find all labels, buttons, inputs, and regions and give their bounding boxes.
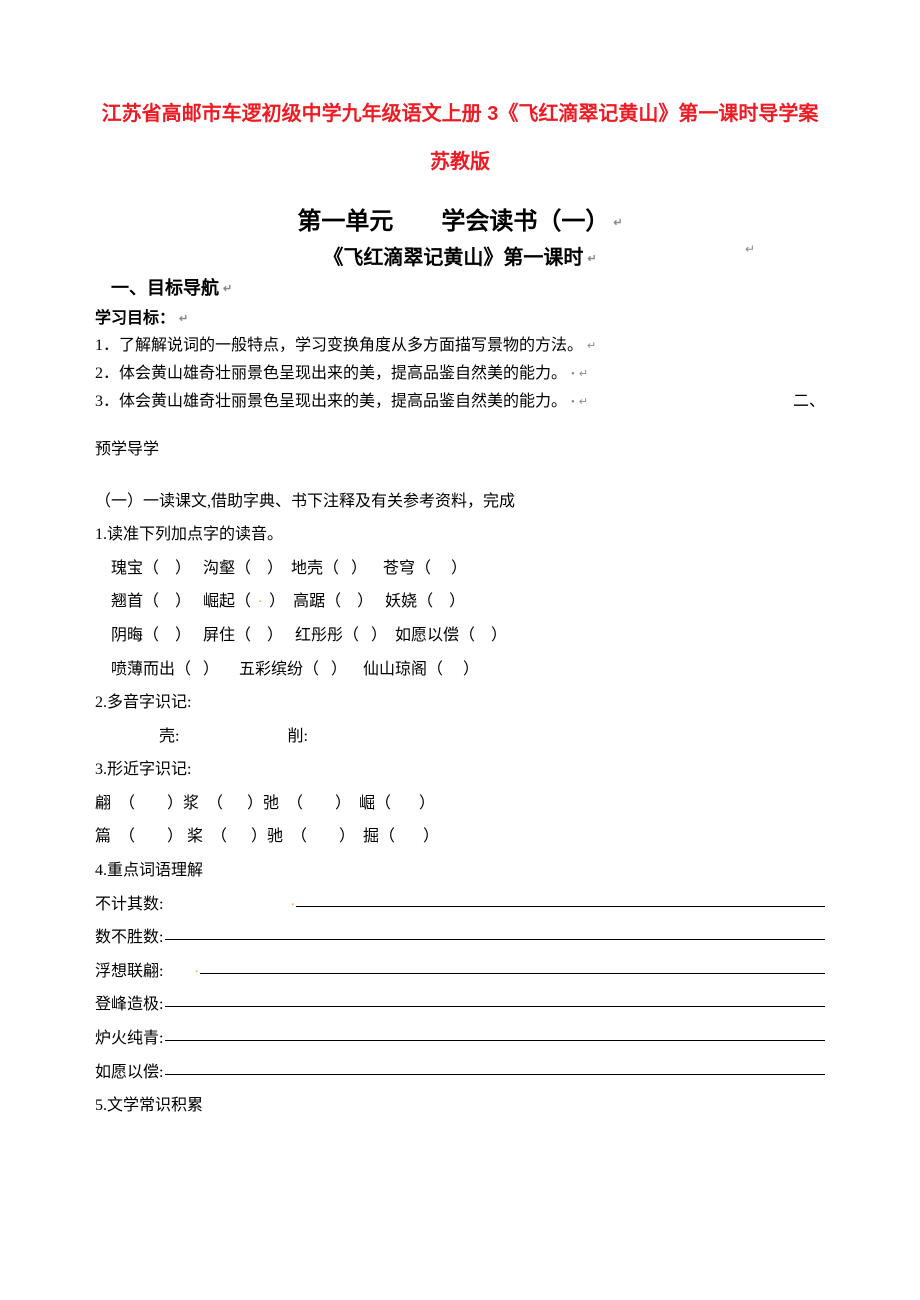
orange-dot-icon: ▪ [195, 966, 197, 979]
q4-term-6: 如愿以偿: [95, 1056, 825, 1090]
objectives-label: 学习目标： ↵ [95, 305, 825, 332]
vocab-term-text: 炉火纯青: [95, 1022, 163, 1056]
return-mark-icon: ↵ [579, 368, 588, 380]
section-1-heading: 一、目标导航 ↵ [95, 271, 825, 305]
document-title: 江苏省高邮市车逻初级中学九年级语文上册 3《飞红滴翠记黄山》第一课时导学案 苏教… [95, 90, 825, 186]
bullet-mark-icon: • [571, 368, 575, 380]
orange-dot-icon: ▪ [291, 899, 293, 912]
vocab-term-text: 数不胜数: [95, 921, 163, 955]
objective-item-1: 1．了解解说词的一般特点，学习变换角度从多方面描写景物的方法。 ↵ [95, 332, 825, 359]
q2-row: 壳: 削: [95, 720, 825, 754]
section-2-heading: 预学导学 [95, 433, 825, 467]
underline-fill [165, 1058, 825, 1075]
vocab-term-text: 不计其数: ▪ [95, 888, 294, 922]
q4-term-5: 炉火纯青: [95, 1022, 825, 1056]
objectives-label-text: 学习目标： [95, 310, 175, 327]
return-mark-icon: ↵ [587, 340, 596, 352]
q1-row-3: 阴晦（ ） 屏住（ ） 红彤彤（ ） 如愿以偿（ ） [95, 619, 825, 653]
return-mark-icon: ↵ [579, 396, 588, 408]
q1-heading: 1.读准下列加点字的读音。 [95, 518, 825, 552]
q4-term-2: 数不胜数: [95, 921, 825, 955]
underline-fill [165, 1024, 825, 1041]
q1-row-4: 喷薄而出（ ） 五彩缤纷（ ） 仙山琼阁（ ） [95, 653, 825, 687]
objective-item-2: 2．体会黄山雄奇壮丽景色呈现出来的美，提高品鉴自然美的能力。 • ↵ [95, 360, 825, 387]
q1-row-2: 翘首（ ） 崛起（ ▪ ） 高踞（ ） 妖娆（ ） [95, 585, 825, 619]
unit-title-text: 第一单元 学会读书（一） [297, 209, 609, 235]
q5-heading: 5.文学常识积累 [95, 1089, 825, 1123]
underline-fill [165, 990, 825, 1007]
return-mark-icon: ↵ [223, 283, 232, 295]
return-mark-icon: ↵ [179, 313, 188, 325]
objective-item-3: 3．体会黄山雄奇壮丽景色呈现出来的美，提高品鉴自然美的能力。 • ↵ [95, 388, 588, 415]
section-1-heading-text: 一、目标导航 [111, 278, 219, 298]
objective-text: 1．了解解说词的一般特点，学习变换角度从多方面描写景物的方法。 [95, 337, 583, 354]
lesson-title-text: 《飞红滴翠记黄山》第一课时 [323, 247, 583, 269]
section-2-marker: 二、 [793, 387, 825, 411]
underline-fill [165, 923, 825, 940]
bullet-mark-icon: • [571, 396, 575, 408]
objective-text: 2．体会黄山雄奇壮丽景色呈现出来的美，提高品鉴自然美的能力。 [95, 365, 567, 382]
q4-term-4: 登峰造极: [95, 988, 825, 1022]
underline-fill [296, 890, 825, 907]
q3-heading: 3.形近字识记: [95, 753, 825, 787]
q1-row-1: 瑰宝（ ） 沟壑（ ） 地壳（ ） 苍穹（ ） [95, 552, 825, 586]
q4-term-3: 浮想联翩: ▪ [95, 955, 825, 989]
vocab-term-text: 浮想联翩: ▪ [95, 955, 198, 989]
vocab-term-text: 如愿以偿: [95, 1056, 163, 1090]
underline-fill [200, 957, 825, 974]
return-mark-icon: ↵ [613, 217, 622, 229]
sub1-heading: （一）一读课文,借助字典、书下注释及有关参考资料，完成 [95, 485, 825, 519]
q3-row-1: 翩 （ ）浆 （ ）弛 （ ） 崛（ ） [95, 787, 825, 821]
unit-title: 第一单元 学会读书（一） ↵ [95, 204, 825, 240]
return-mark-icon: ↵ [587, 253, 596, 265]
vocab-term-text: 登峰造极: [95, 988, 163, 1022]
objective-text: 3．体会黄山雄奇壮丽景色呈现出来的美，提高品鉴自然美的能力。 [95, 393, 567, 410]
orange-dot-icon: ▪ [259, 596, 261, 609]
q4-heading: 4.重点词语理解 [95, 854, 825, 888]
q3-row-2: 篇 （ ） 桨 （ ）驰 （ ） 掘（ ） [95, 820, 825, 854]
q4-term-1: 不计其数: ▪ [95, 888, 825, 922]
q2-heading: 2.多音字识记: [95, 686, 825, 720]
